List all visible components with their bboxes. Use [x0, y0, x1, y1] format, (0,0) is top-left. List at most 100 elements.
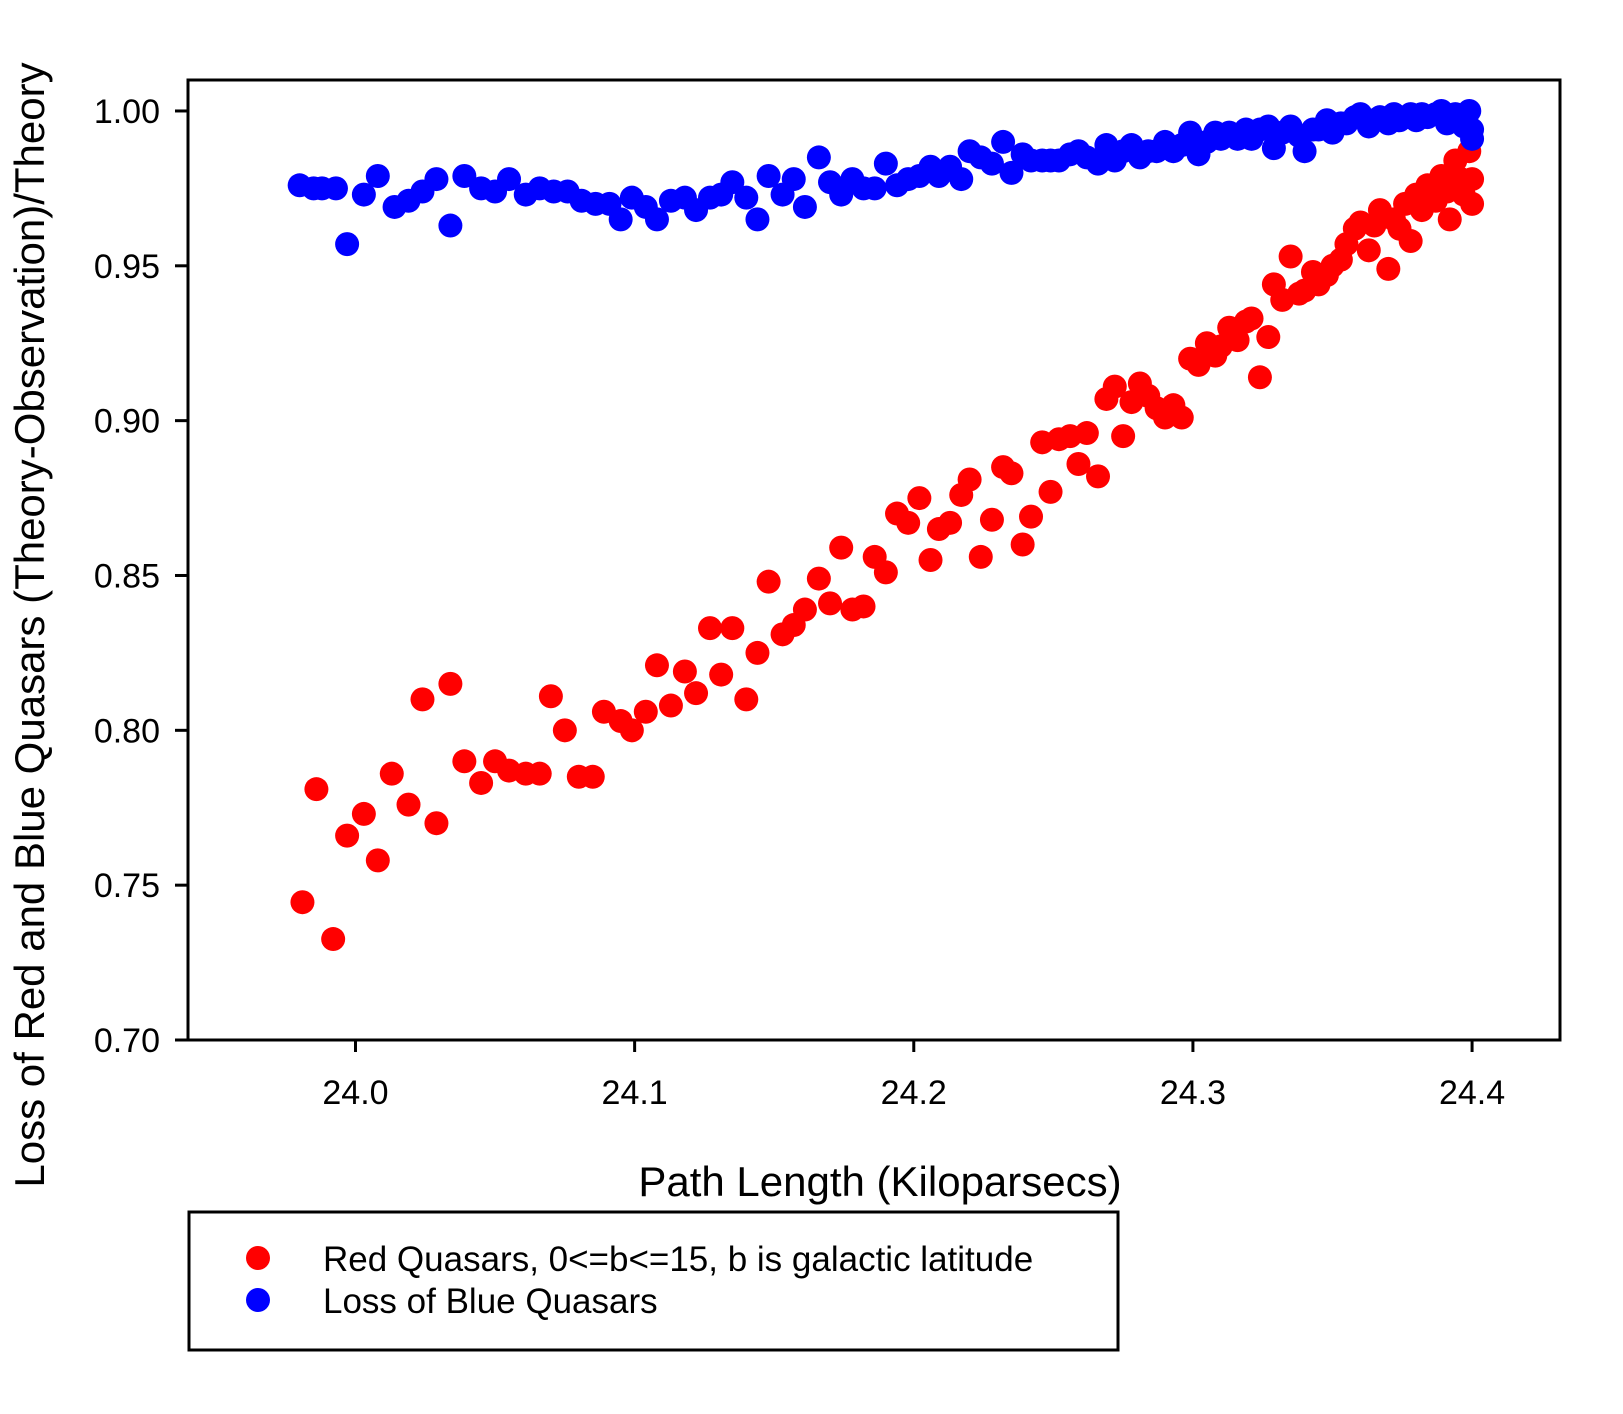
red-quasar-point	[672, 659, 697, 684]
blue-quasar-point	[734, 185, 759, 210]
blue-quasar-point	[862, 176, 887, 201]
red-quasar-point	[552, 718, 577, 743]
red-quasar-point	[469, 770, 494, 795]
blue-quasar-point	[608, 207, 633, 232]
red-quasar-point	[580, 764, 605, 789]
red-quasar-point	[806, 566, 831, 591]
red-quasar-point	[1356, 238, 1381, 263]
red-quasar-point	[1102, 374, 1127, 399]
red-quasar-point	[907, 486, 932, 511]
red-quasar-point	[896, 510, 921, 535]
red-quasar-point	[873, 560, 898, 585]
red-quasar-point	[527, 761, 552, 786]
y-axis-label: Loss of Red and Blue Quasars (Theory-Obs…	[6, 62, 53, 1187]
red-quasar-point	[1010, 532, 1035, 557]
blue-quasar-point	[949, 167, 974, 192]
red-quasar-point	[396, 792, 421, 817]
red-quasar-point	[720, 616, 745, 641]
red-quasar-point	[1074, 421, 1099, 446]
red-quasar-point	[290, 890, 315, 915]
legend-box	[187, 1210, 1120, 1352]
blue-quasar-point	[1460, 126, 1485, 151]
red-quasar-point	[756, 569, 781, 594]
x-tick-label: 24.1	[602, 1074, 668, 1112]
y-tick-label: 0.80	[94, 712, 160, 750]
red-quasar-point	[957, 467, 982, 492]
red-quasar-point	[424, 811, 449, 836]
y-tick-label: 0.90	[94, 403, 160, 441]
red-quasar-point	[698, 616, 723, 641]
red-quasar-point	[1111, 424, 1136, 449]
blue-quasar-point	[1457, 98, 1482, 123]
legend: Red Quasars, 0<=b<=15, b is galactic lat…	[187, 1210, 1120, 1352]
red-quasar-point	[818, 591, 843, 616]
red-quasar-point	[365, 848, 390, 873]
plot-frame	[186, 78, 1562, 1042]
blue-quasar-point	[806, 145, 831, 170]
y-tick-label: 0.70	[94, 1022, 160, 1060]
red-quasar-point	[918, 548, 943, 572]
red-quasar-point	[792, 597, 817, 622]
y-tick-label: 0.95	[94, 248, 160, 286]
red-quasar-point	[379, 761, 404, 786]
legend-label-blue: Loss of Blue Quasars	[323, 1282, 658, 1321]
x-tick-label: 24.4	[1439, 1074, 1505, 1112]
red-quasar-point	[335, 823, 360, 848]
red-quasar-point	[538, 684, 563, 709]
blue-quasar-point	[365, 164, 390, 188]
red-quasar-point	[1066, 452, 1091, 476]
red-quasar-point	[619, 718, 644, 743]
red-quasar-point	[438, 671, 463, 696]
y-tick-label: 0.75	[94, 867, 160, 905]
red-quasar-point	[452, 749, 477, 774]
legend-label-red: Red Quasars, 0<=b<=15, b is galactic lat…	[323, 1240, 1033, 1279]
x-tick-label: 24.2	[881, 1074, 947, 1112]
blue-quasar-point	[979, 151, 1004, 176]
red-quasar-point	[1239, 306, 1264, 331]
red-quasar-point	[938, 510, 963, 535]
y-tick-label: 1.00	[94, 93, 160, 131]
red-quasar-point	[1398, 229, 1423, 254]
red-quasar-point	[999, 461, 1024, 486]
x-axis-label: Path Length (Kiloparsecs)	[638, 1158, 1121, 1205]
red-quasar-point	[321, 927, 346, 952]
blue-quasar-point	[991, 129, 1016, 154]
red-quasar-point	[1247, 365, 1272, 390]
blue-quasar-point	[720, 170, 745, 195]
red-quasar-point	[979, 507, 1004, 532]
red-quasar-point	[851, 594, 876, 619]
red-quasar-point	[351, 801, 376, 826]
y-tick-label: 0.85	[94, 557, 160, 595]
red-quasar-point	[1038, 479, 1063, 504]
blue-quasar-point	[351, 182, 376, 207]
x-tick-label: 24.3	[1160, 1074, 1226, 1112]
blue-quasar-point	[756, 164, 781, 188]
red-quasar-point	[1225, 328, 1250, 353]
red-quasar-point	[1460, 167, 1485, 192]
red-quasar-point	[968, 544, 993, 569]
red-quasar-point	[1460, 191, 1485, 216]
red-quasar-point	[745, 640, 770, 665]
blue-quasar-point	[424, 167, 449, 192]
red-quasar-point	[829, 535, 854, 560]
red-quasar-point	[1086, 464, 1111, 489]
red-quasar-point	[1437, 207, 1462, 232]
red-quasar-point	[304, 777, 329, 802]
red-quasar-point	[658, 693, 683, 718]
red-quasar-point	[644, 653, 669, 678]
blue-quasar-point	[323, 176, 348, 201]
red-quasar-point	[1169, 405, 1194, 430]
x-tick-label: 24.0	[322, 1074, 388, 1112]
red-quasar-point	[734, 687, 759, 712]
blue-quasar-point	[452, 164, 477, 188]
blue-quasar-point	[644, 207, 669, 232]
blue-quasar-point	[781, 167, 806, 192]
red-quasar-point	[410, 687, 435, 712]
blue-quasar-point	[335, 232, 360, 257]
blue-quasar-point	[438, 213, 463, 238]
red-quasar-point	[633, 699, 658, 724]
blue-quasar-point	[745, 207, 770, 232]
red-quasar-point	[709, 662, 734, 687]
legend-marker-blue	[246, 1288, 270, 1312]
